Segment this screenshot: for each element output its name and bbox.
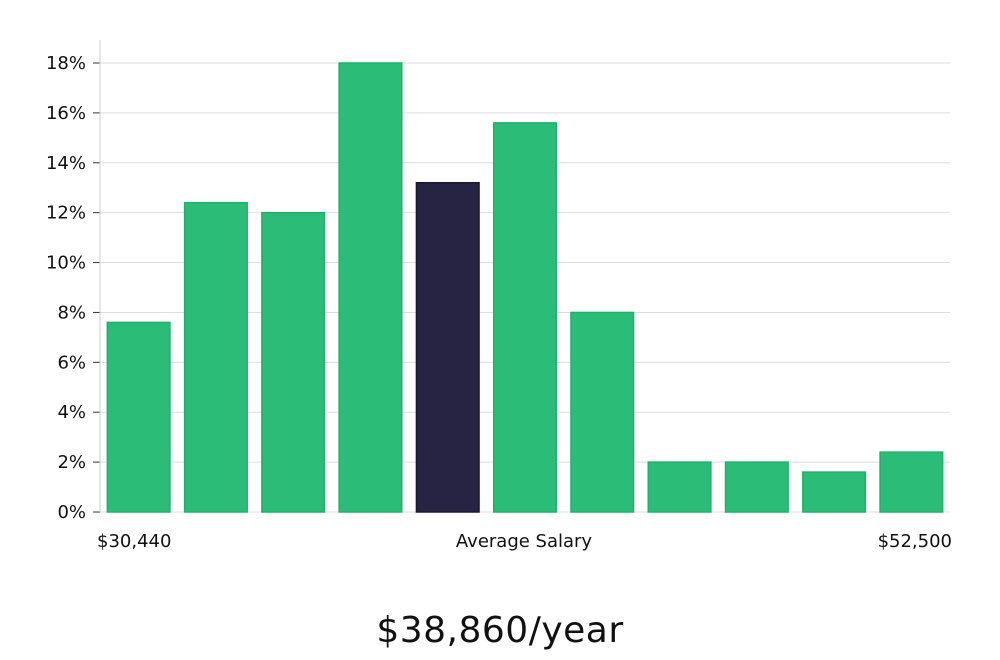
y-tick-label: 14% (46, 153, 86, 174)
x-min-label: $30,440 (97, 531, 171, 552)
y-tick-label: 0% (57, 502, 86, 523)
bar (183, 201, 248, 513)
y-tick-label: 2% (57, 452, 86, 473)
bar (570, 311, 635, 513)
bar (802, 471, 867, 513)
y-tick-label: 10% (46, 253, 86, 274)
y-tick-label: 12% (46, 203, 86, 224)
bar (261, 211, 326, 513)
y-tick-label: 4% (57, 402, 86, 423)
bar (647, 461, 712, 513)
y-tick-label: 8% (57, 302, 86, 323)
x-max-label: $52,500 (878, 531, 952, 552)
bar (879, 451, 944, 513)
average-salary-value: $38,860/year (376, 610, 624, 651)
y-axis-ticks: 0% 2% 4% 6% 8% 10% 12% 14% 16% 18% (46, 53, 100, 523)
bar (724, 461, 789, 513)
y-tick-label: 16% (46, 103, 86, 124)
y-tick-label: 6% (57, 352, 86, 373)
bars (106, 62, 944, 513)
y-tick-label: 18% (46, 53, 86, 74)
bar (492, 122, 558, 513)
x-axis-label: Average Salary (456, 531, 593, 552)
bar (106, 321, 171, 513)
salary-histogram: 0% 2% 4% 6% 8% 10% 12% 14% 16% 18% $30,440 Averag… (46, 40, 952, 552)
bar-average-salary (415, 181, 480, 513)
bar (338, 62, 403, 513)
